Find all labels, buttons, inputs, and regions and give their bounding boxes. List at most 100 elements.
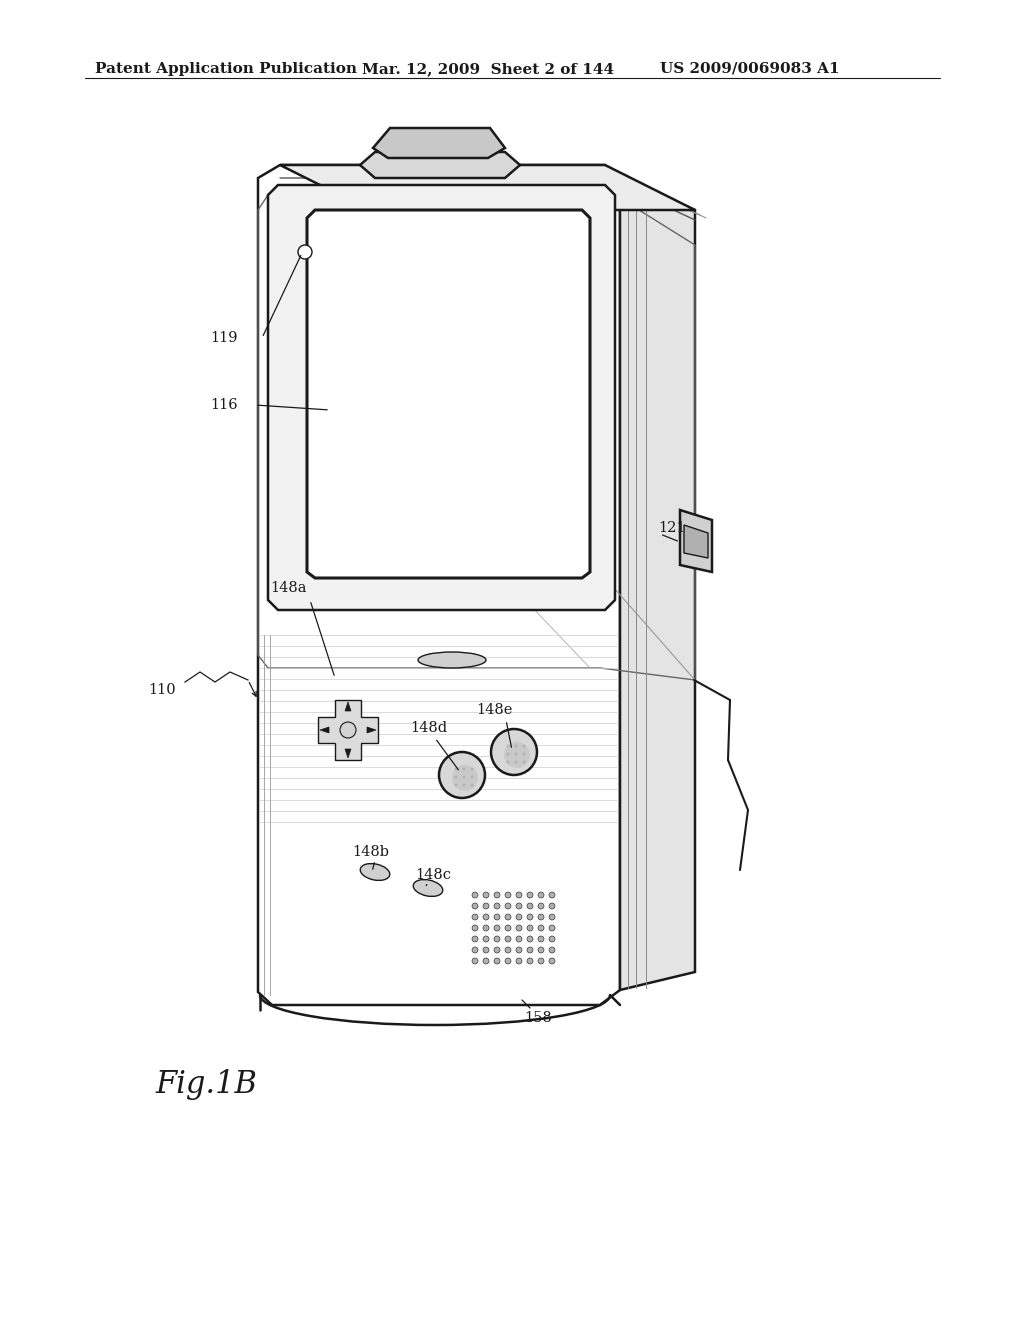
Circle shape [483, 903, 489, 909]
Polygon shape [360, 152, 520, 178]
Circle shape [483, 925, 489, 931]
Circle shape [514, 752, 517, 755]
Circle shape [522, 744, 525, 747]
Circle shape [549, 892, 555, 898]
Circle shape [516, 903, 522, 909]
Polygon shape [258, 165, 620, 1005]
Circle shape [549, 913, 555, 920]
Circle shape [549, 946, 555, 953]
Circle shape [522, 752, 525, 755]
Circle shape [483, 936, 489, 942]
Text: US 2009/0069083 A1: US 2009/0069083 A1 [660, 62, 840, 77]
Circle shape [505, 903, 511, 909]
Circle shape [505, 958, 511, 964]
Circle shape [522, 760, 525, 763]
Circle shape [538, 946, 544, 953]
Circle shape [483, 946, 489, 953]
Circle shape [527, 903, 534, 909]
Polygon shape [268, 185, 615, 610]
Circle shape [455, 784, 458, 787]
Text: Patent Application Publication: Patent Application Publication [95, 62, 357, 77]
Circle shape [504, 742, 530, 768]
Circle shape [298, 246, 312, 259]
Circle shape [516, 946, 522, 953]
Circle shape [472, 936, 478, 942]
Circle shape [527, 913, 534, 920]
Circle shape [516, 925, 522, 931]
Polygon shape [620, 178, 695, 990]
Polygon shape [345, 748, 351, 758]
Circle shape [483, 958, 489, 964]
Polygon shape [280, 165, 695, 210]
Circle shape [507, 752, 510, 755]
Circle shape [439, 752, 485, 799]
Circle shape [505, 913, 511, 920]
Text: 148c: 148c [415, 869, 451, 882]
Circle shape [494, 925, 500, 931]
Circle shape [505, 925, 511, 931]
Circle shape [472, 892, 478, 898]
Polygon shape [345, 702, 351, 711]
Circle shape [514, 744, 517, 747]
Polygon shape [319, 727, 329, 733]
Circle shape [549, 958, 555, 964]
Text: 116: 116 [210, 399, 238, 412]
Circle shape [527, 958, 534, 964]
Circle shape [472, 913, 478, 920]
Circle shape [455, 776, 458, 779]
Polygon shape [684, 525, 708, 558]
Circle shape [505, 936, 511, 942]
Circle shape [340, 722, 356, 738]
Circle shape [516, 936, 522, 942]
Circle shape [538, 892, 544, 898]
Circle shape [494, 936, 500, 942]
Circle shape [472, 925, 478, 931]
Circle shape [470, 767, 473, 771]
Text: 110: 110 [148, 682, 176, 697]
Circle shape [494, 946, 500, 953]
Circle shape [514, 760, 517, 763]
Circle shape [472, 903, 478, 909]
Polygon shape [367, 727, 376, 733]
Text: 148e: 148e [476, 704, 512, 717]
Circle shape [483, 913, 489, 920]
Circle shape [538, 903, 544, 909]
Circle shape [463, 784, 466, 787]
Polygon shape [307, 210, 590, 578]
Text: Mar. 12, 2009  Sheet 2 of 144: Mar. 12, 2009 Sheet 2 of 144 [362, 62, 614, 77]
Circle shape [483, 892, 489, 898]
Circle shape [538, 925, 544, 931]
Circle shape [470, 776, 473, 779]
Circle shape [463, 767, 466, 771]
Circle shape [494, 958, 500, 964]
Circle shape [516, 892, 522, 898]
Text: 148d: 148d [410, 721, 447, 735]
Circle shape [549, 925, 555, 931]
Text: 148a: 148a [270, 581, 306, 595]
Circle shape [494, 913, 500, 920]
Circle shape [472, 946, 478, 953]
Circle shape [527, 925, 534, 931]
Circle shape [507, 744, 510, 747]
Ellipse shape [360, 863, 390, 880]
Text: Fig.1B: Fig.1B [155, 1069, 257, 1101]
Circle shape [463, 776, 466, 779]
Circle shape [516, 913, 522, 920]
Text: 148b: 148b [352, 845, 389, 859]
Circle shape [527, 892, 534, 898]
Circle shape [527, 936, 534, 942]
Polygon shape [318, 700, 378, 760]
Text: 158: 158 [524, 1011, 552, 1026]
Circle shape [505, 946, 511, 953]
Circle shape [490, 729, 537, 775]
Circle shape [470, 784, 473, 787]
Circle shape [538, 958, 544, 964]
Polygon shape [680, 510, 712, 572]
Circle shape [538, 913, 544, 920]
Circle shape [452, 766, 478, 791]
Ellipse shape [414, 879, 442, 896]
Circle shape [494, 892, 500, 898]
Circle shape [472, 958, 478, 964]
Circle shape [549, 936, 555, 942]
Circle shape [527, 946, 534, 953]
